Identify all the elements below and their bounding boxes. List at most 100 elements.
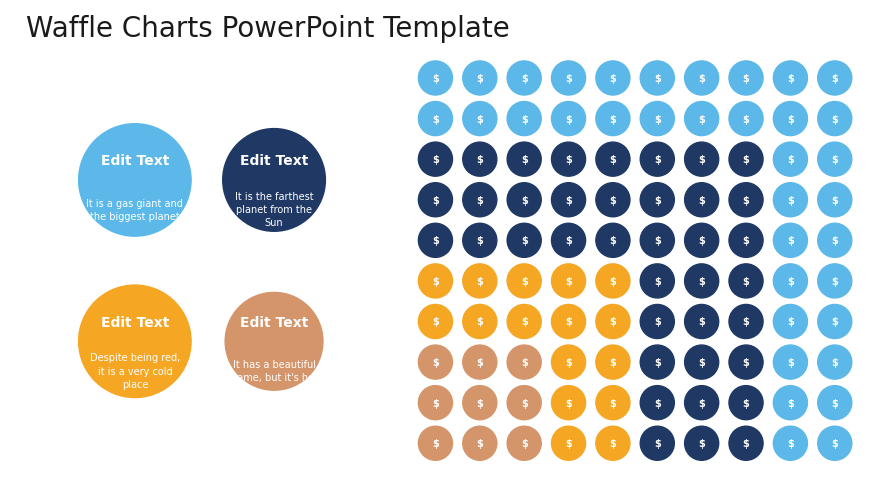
Ellipse shape [773,264,806,298]
Text: $: $ [476,357,482,367]
Text: $: $ [831,317,837,327]
Text: $: $ [565,357,571,367]
Ellipse shape [595,62,629,96]
Text: $: $ [742,114,748,124]
Ellipse shape [507,346,541,379]
Ellipse shape [640,183,673,217]
Text: It has a beautiful
name, but it's hot: It has a beautiful name, but it's hot [230,359,317,383]
Text: $: $ [476,195,482,205]
Text: $: $ [742,276,748,286]
Ellipse shape [640,102,673,136]
Text: $: $ [786,438,793,448]
Ellipse shape [462,224,496,258]
Ellipse shape [418,427,452,460]
Text: $: $ [609,195,615,205]
Text: $: $ [653,236,660,246]
Ellipse shape [595,224,629,258]
Ellipse shape [462,346,496,379]
Ellipse shape [817,143,851,177]
Ellipse shape [728,427,762,460]
Ellipse shape [462,62,496,96]
Ellipse shape [551,305,585,339]
Text: $: $ [521,74,527,84]
Ellipse shape [418,224,452,258]
Text: $: $ [742,398,748,408]
Ellipse shape [728,62,762,96]
Ellipse shape [640,62,673,96]
Text: $: $ [698,195,704,205]
Ellipse shape [507,386,541,420]
Ellipse shape [418,102,452,136]
Text: $: $ [609,114,615,124]
Text: $: $ [653,398,660,408]
Ellipse shape [773,346,806,379]
Text: $: $ [476,74,482,84]
Text: $: $ [432,74,438,84]
Ellipse shape [817,264,851,298]
Text: $: $ [609,74,615,84]
Text: $: $ [476,155,482,165]
Text: $: $ [565,236,571,246]
Ellipse shape [640,305,673,339]
Ellipse shape [595,386,629,420]
Ellipse shape [684,143,718,177]
Text: $: $ [698,357,704,367]
Ellipse shape [507,143,541,177]
Text: $: $ [565,317,571,327]
Ellipse shape [595,346,629,379]
Text: $: $ [609,398,615,408]
Ellipse shape [728,143,762,177]
Text: $: $ [742,317,748,327]
Text: $: $ [432,195,438,205]
Ellipse shape [418,183,452,217]
Text: $: $ [609,276,615,286]
Text: $: $ [653,317,660,327]
Text: $: $ [653,357,660,367]
Ellipse shape [595,183,629,217]
Text: $: $ [742,74,748,84]
Text: $: $ [476,236,482,246]
Text: $: $ [786,155,793,165]
Text: $: $ [432,155,438,165]
Text: $: $ [698,74,704,84]
Ellipse shape [507,62,541,96]
Ellipse shape [728,305,762,339]
Ellipse shape [684,264,718,298]
Ellipse shape [684,224,718,258]
Text: $: $ [786,236,793,246]
Text: $: $ [565,155,571,165]
Text: $: $ [521,317,527,327]
Ellipse shape [418,386,452,420]
Ellipse shape [507,102,541,136]
Text: $: $ [521,357,527,367]
Ellipse shape [640,386,673,420]
Ellipse shape [462,386,496,420]
Ellipse shape [817,305,851,339]
Text: $: $ [831,74,837,84]
Text: $: $ [831,276,837,286]
Text: $: $ [653,276,660,286]
Ellipse shape [817,62,851,96]
Ellipse shape [640,143,673,177]
Ellipse shape [595,427,629,460]
Ellipse shape [551,224,585,258]
Text: $: $ [831,195,837,205]
Text: $: $ [521,438,527,448]
Ellipse shape [817,183,851,217]
Ellipse shape [773,102,806,136]
Text: $: $ [521,236,527,246]
Ellipse shape [551,62,585,96]
Ellipse shape [773,224,806,258]
Text: $: $ [609,317,615,327]
Text: $: $ [476,438,482,448]
Text: $: $ [698,114,704,124]
Text: $: $ [565,276,571,286]
Ellipse shape [418,143,452,177]
Text: $: $ [786,114,793,124]
Text: $: $ [786,276,793,286]
Text: $: $ [742,236,748,246]
Ellipse shape [817,386,851,420]
Ellipse shape [684,62,718,96]
Text: $: $ [565,74,571,84]
Text: $: $ [786,317,793,327]
